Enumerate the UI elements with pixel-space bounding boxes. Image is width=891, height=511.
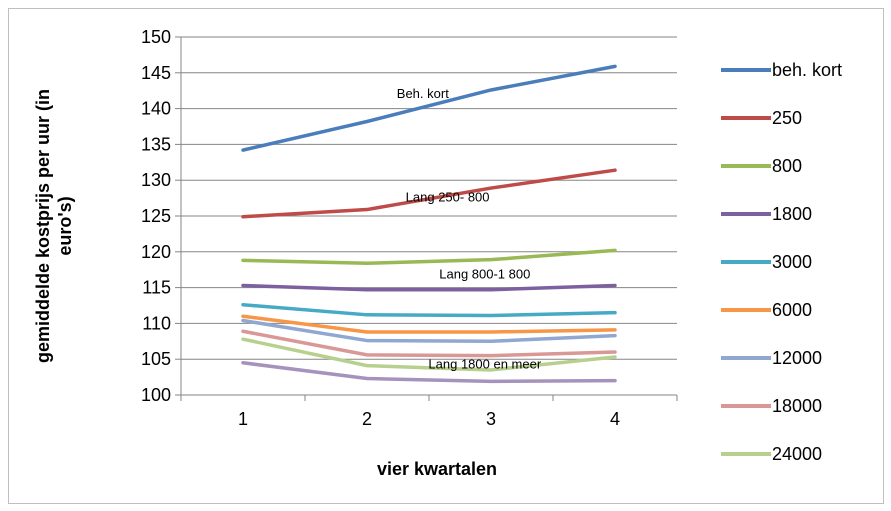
legend: beh. kort 250 800 1800 3000 6000 12000 18000 240… bbox=[721, 60, 842, 464]
series-line-1800 bbox=[241, 283, 617, 292]
y-tick-label: 125 bbox=[141, 206, 171, 226]
legend-label: 1800 bbox=[772, 204, 812, 224]
legend-label: beh. kort bbox=[772, 60, 842, 80]
annotation-label: Lang 800-1 800 bbox=[439, 266, 530, 281]
y-tick-label: 120 bbox=[141, 242, 171, 262]
series-line-3000 bbox=[241, 303, 617, 318]
series-line-18000 bbox=[241, 329, 617, 358]
annotation-label: Lang 250- 800 bbox=[406, 190, 490, 205]
annotations: Beh. kort Lang 250- 800 Lang 800-1 800 Lang… bbox=[397, 86, 542, 372]
legend-label: 6000 bbox=[772, 300, 812, 320]
series-line-24000 bbox=[241, 337, 617, 372]
y-axis-title: gemiddelde kostprijs per uur (in euro's) bbox=[33, 89, 75, 363]
series-lines bbox=[241, 64, 617, 384]
legend-label: 250 bbox=[772, 108, 802, 128]
y-tick-label: 140 bbox=[141, 99, 171, 119]
y-tick-label: 130 bbox=[141, 170, 171, 190]
x-tick-label: 2 bbox=[362, 409, 372, 429]
y-tick-label: 135 bbox=[141, 134, 171, 154]
legend-label: 24000 bbox=[772, 444, 822, 464]
x-tick-label: 4 bbox=[610, 409, 620, 429]
line-chart: 100 105 110 115 120 125 130 135 140 145 150 1 2 3 4 B… bbox=[33, 27, 842, 479]
y-tick-label: 100 bbox=[141, 385, 171, 405]
series-line-6000 bbox=[241, 314, 617, 334]
legend-label: 18000 bbox=[772, 396, 822, 416]
legend-label: 12000 bbox=[772, 348, 822, 368]
annotation-label: Lang 1800 en meer bbox=[428, 357, 541, 372]
series-line-12000 bbox=[241, 318, 617, 344]
chart-frame: 100 105 110 115 120 125 130 135 140 145 150 1 2 3 4 B… bbox=[8, 8, 884, 504]
axes bbox=[180, 37, 678, 401]
x-tick-labels: 1 2 3 4 bbox=[238, 409, 620, 429]
y-tick-label: 115 bbox=[142, 278, 171, 298]
x-tick-label: 1 bbox=[238, 409, 248, 429]
legend-label: 800 bbox=[772, 156, 802, 176]
x-tick-label: 3 bbox=[486, 409, 496, 429]
y-tick-label: 145 bbox=[141, 63, 171, 83]
series-line-800 bbox=[241, 248, 617, 266]
series-line-beh. kort bbox=[241, 64, 617, 152]
series-line-250 bbox=[241, 168, 617, 219]
y-tick-label: 105 bbox=[141, 349, 171, 369]
legend-label: 3000 bbox=[772, 252, 812, 272]
y-tick-label: 150 bbox=[141, 27, 171, 47]
y-tick-labels: 100 105 110 115 120 125 130 135 140 145 150 bbox=[141, 27, 171, 405]
annotation-label: Beh. kort bbox=[397, 86, 449, 101]
series-line-unnamed bbox=[241, 361, 617, 384]
y-tick-label: 110 bbox=[142, 313, 171, 333]
x-axis-title: vier kwartalen bbox=[377, 459, 497, 479]
